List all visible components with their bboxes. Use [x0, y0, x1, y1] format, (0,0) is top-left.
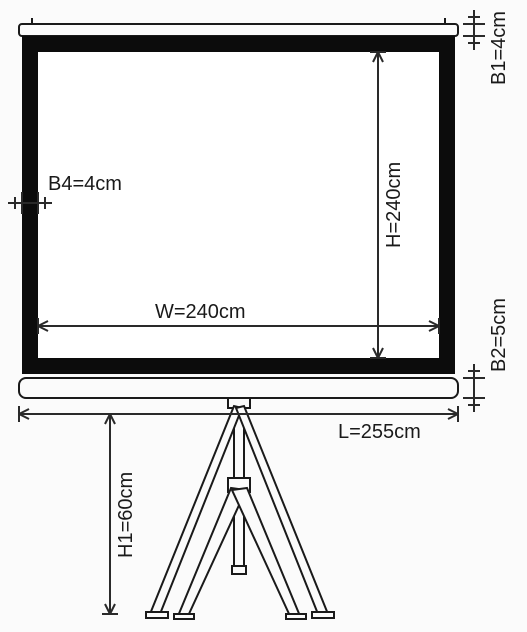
label-b1: B1=4cm [488, 11, 510, 85]
label-h1: H1=60cm [115, 472, 137, 558]
diagram-container: B1=4cm B2=5cm B4=4cm H=240cm W=240cm L=2… [0, 0, 527, 632]
label-w: W=240cm [155, 301, 246, 323]
label-b4: B4=4cm [48, 173, 122, 195]
bottom-bar [19, 378, 458, 398]
label-h: H=240cm [383, 162, 405, 248]
label-l: L=255cm [338, 421, 421, 443]
projector-screen-diagram: B1=4cm B2=5cm B4=4cm H=240cm W=240cm L=2… [0, 0, 527, 632]
top-bar [19, 24, 458, 36]
tripod [146, 398, 334, 619]
label-b2: B2=5cm [488, 298, 510, 372]
